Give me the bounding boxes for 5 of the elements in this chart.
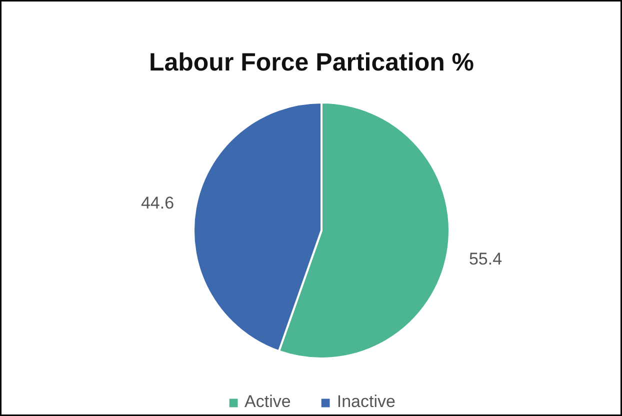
chart-title: Labour Force Partication % [148, 48, 474, 76]
legend-label: Inactive [336, 392, 396, 412]
data-label: 44.6 [140, 193, 174, 212]
legend-label: Active [244, 392, 291, 412]
data-label: 55.4 [468, 250, 502, 269]
